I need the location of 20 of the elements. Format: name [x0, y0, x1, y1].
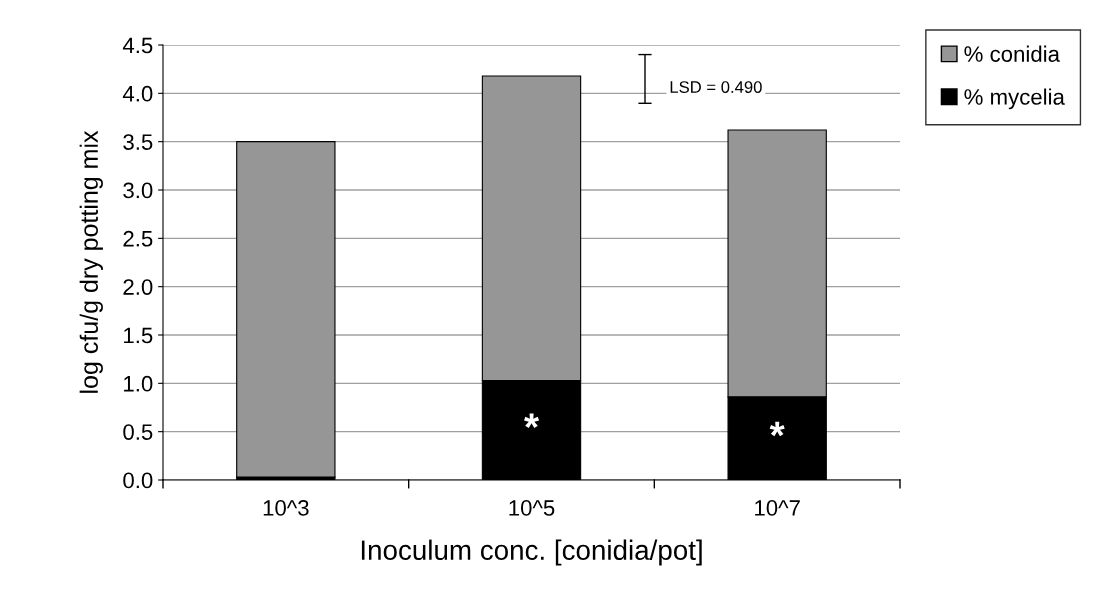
annotation: LSD = 0.490 [670, 81, 762, 93]
x-tick-label: 10^3 [263, 500, 309, 516]
x-axis-title: Inoculum conc. [conidia/pot] [361, 539, 702, 566]
x-tick-label: 10^7 [755, 500, 800, 516]
y-tick-label: 3.0 [123, 182, 153, 199]
annotation: * [769, 421, 785, 437]
y-tick-label: 3.5 [123, 134, 153, 150]
y-tick-label: 1.5 [124, 327, 153, 344]
y-tick-label: 2.0 [123, 279, 153, 295]
y-tick-label: 0.0 [123, 472, 153, 489]
y-tick-label: 1.0 [124, 375, 153, 392]
legend-label: % mycelia [964, 88, 1065, 110]
legend-label: % conidia [964, 45, 1060, 62]
y-tick-label: 4.5 [122, 37, 153, 54]
y-tick-label: 4.0 [122, 85, 153, 102]
y-axis-title: log cfu/g dry potting mix [79, 130, 103, 393]
y-tick-label: 0.5 [123, 424, 153, 440]
x-tick-label: 10^5 [509, 500, 555, 516]
y-tick-label: 2.5 [123, 230, 153, 247]
annotation: * [524, 413, 540, 428]
